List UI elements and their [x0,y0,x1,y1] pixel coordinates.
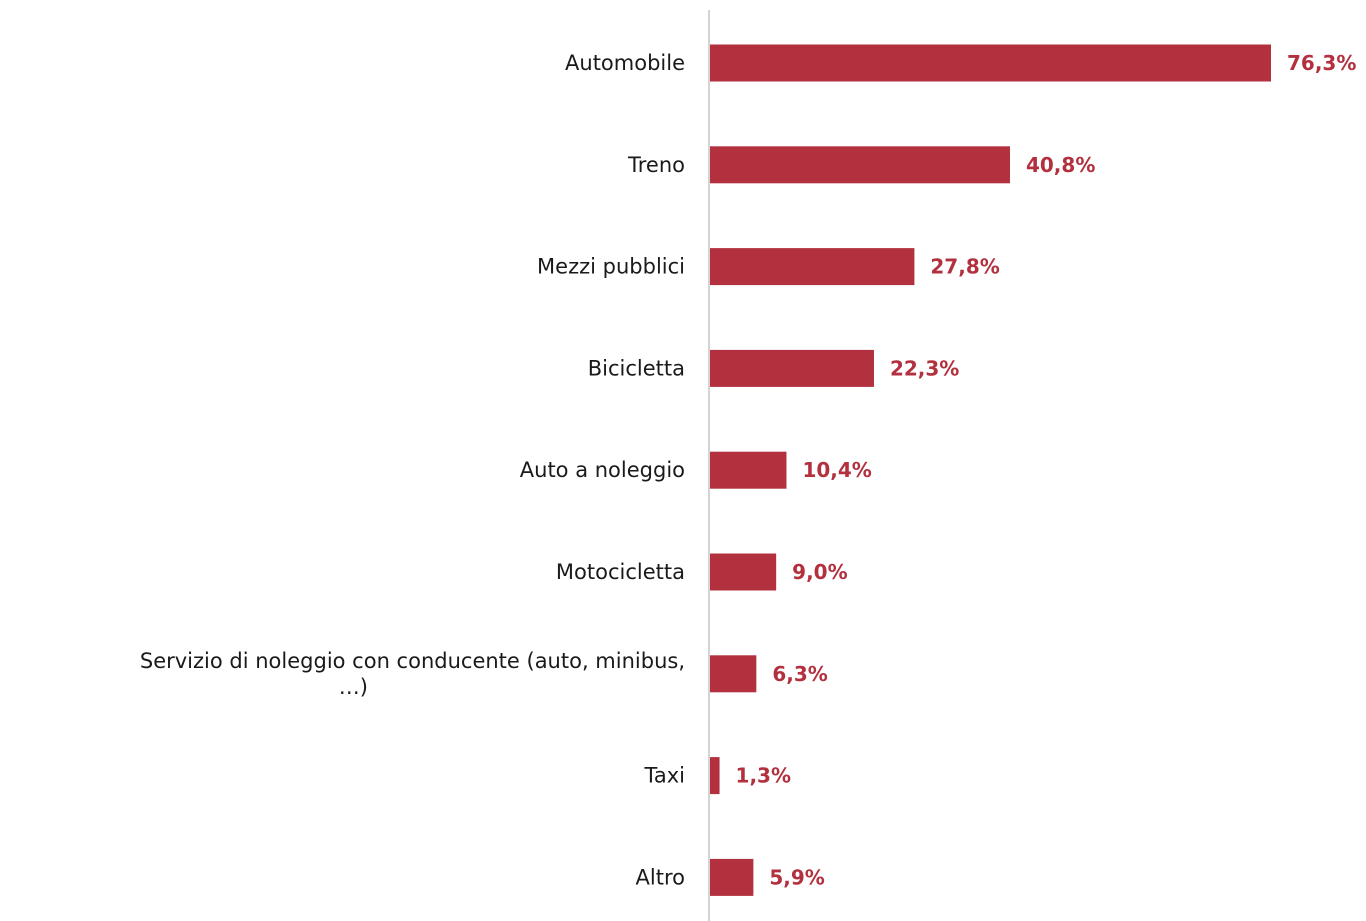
bars-group [710,44,1271,896]
bar [710,44,1271,82]
bar [710,248,915,286]
value-label: 76,3% [1287,51,1356,75]
category-label: Taxi [644,764,685,788]
category-label-line: Altro [636,865,685,889]
value-label: 40,8% [1026,153,1095,177]
category-label: Servizio di noleggio con conducente (aut… [140,649,685,699]
bar [710,757,720,795]
category-label-line: Taxi [644,764,685,788]
category-label-line: Treno [627,153,685,177]
category-label: Motocicletta [556,560,685,584]
category-label: Automobile [565,51,685,75]
value-label: 5,9% [769,865,824,889]
value-label: 22,3% [890,356,959,380]
value-label: 6,3% [772,662,827,686]
bar [710,146,1010,184]
category-label-line: Motocicletta [556,560,685,584]
bar [710,655,757,693]
category-label-line: Servizio di noleggio con conducente (aut… [140,649,685,673]
value-label: 9,0% [792,560,847,584]
value-label: 10,4% [802,458,871,482]
value-label: 1,3% [736,764,791,788]
category-label: Auto a noleggio [520,458,685,482]
category-label: Bicicletta [588,356,685,380]
category-label-line: Automobile [565,51,685,75]
value-labels-group: 76,3% 40,8% 27,8% 22,3% 10,4% 9,0% 6,3% 1,3% 5,9… [736,51,1357,889]
category-label-line: …) [339,675,368,699]
category-label-line: Bicicletta [588,356,685,380]
bar [710,553,777,591]
value-label: 27,8% [930,255,999,279]
category-label-line: Auto a noleggio [520,458,685,482]
category-label: Mezzi pubblici [537,255,685,279]
bar [710,858,754,896]
bar [710,349,874,387]
category-label: Treno [627,153,685,177]
category-label: Altro [636,865,685,889]
category-label-line: Mezzi pubblici [537,255,685,279]
bar [710,451,787,489]
category-labels-group: Automobile Treno Mezzi pubblici Bicicletta A… [140,51,685,889]
